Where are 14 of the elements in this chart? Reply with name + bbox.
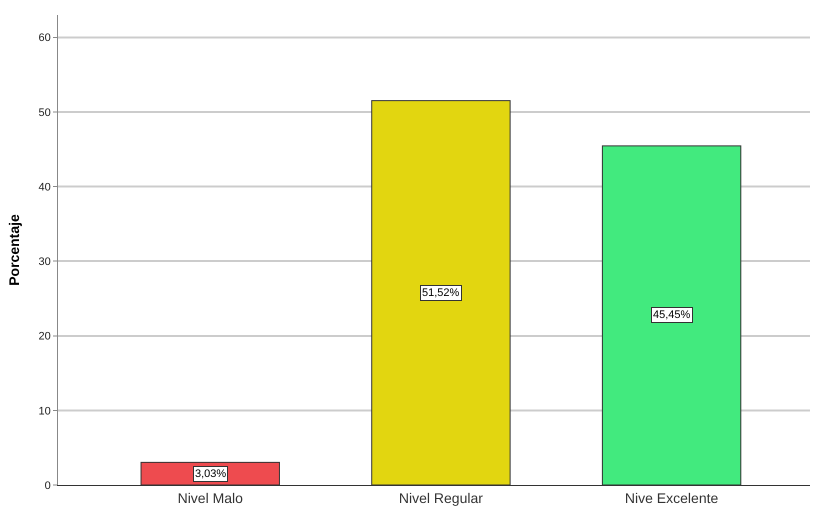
y-tick-label: 50 [38, 106, 51, 119]
y-tick-label: 40 [38, 181, 51, 194]
y-tick-label: 20 [38, 330, 51, 343]
y-axis-title: Porcentaje [6, 214, 22, 286]
data-label: 3,03% [195, 468, 226, 480]
y-tick-label: 10 [38, 405, 51, 418]
data-label: 51,52% [422, 287, 460, 299]
x-tick-label: Nivel Regular [398, 490, 484, 506]
data-label: 45,45% [653, 309, 691, 321]
x-tick-label: Nive Excelente [624, 490, 718, 506]
y-tick-label: 0 [44, 480, 51, 492]
y-tick-label: 30 [38, 256, 51, 268]
x-tick-label: Nivel Malo [178, 490, 244, 506]
y-tick-label: 60 [38, 32, 51, 44]
